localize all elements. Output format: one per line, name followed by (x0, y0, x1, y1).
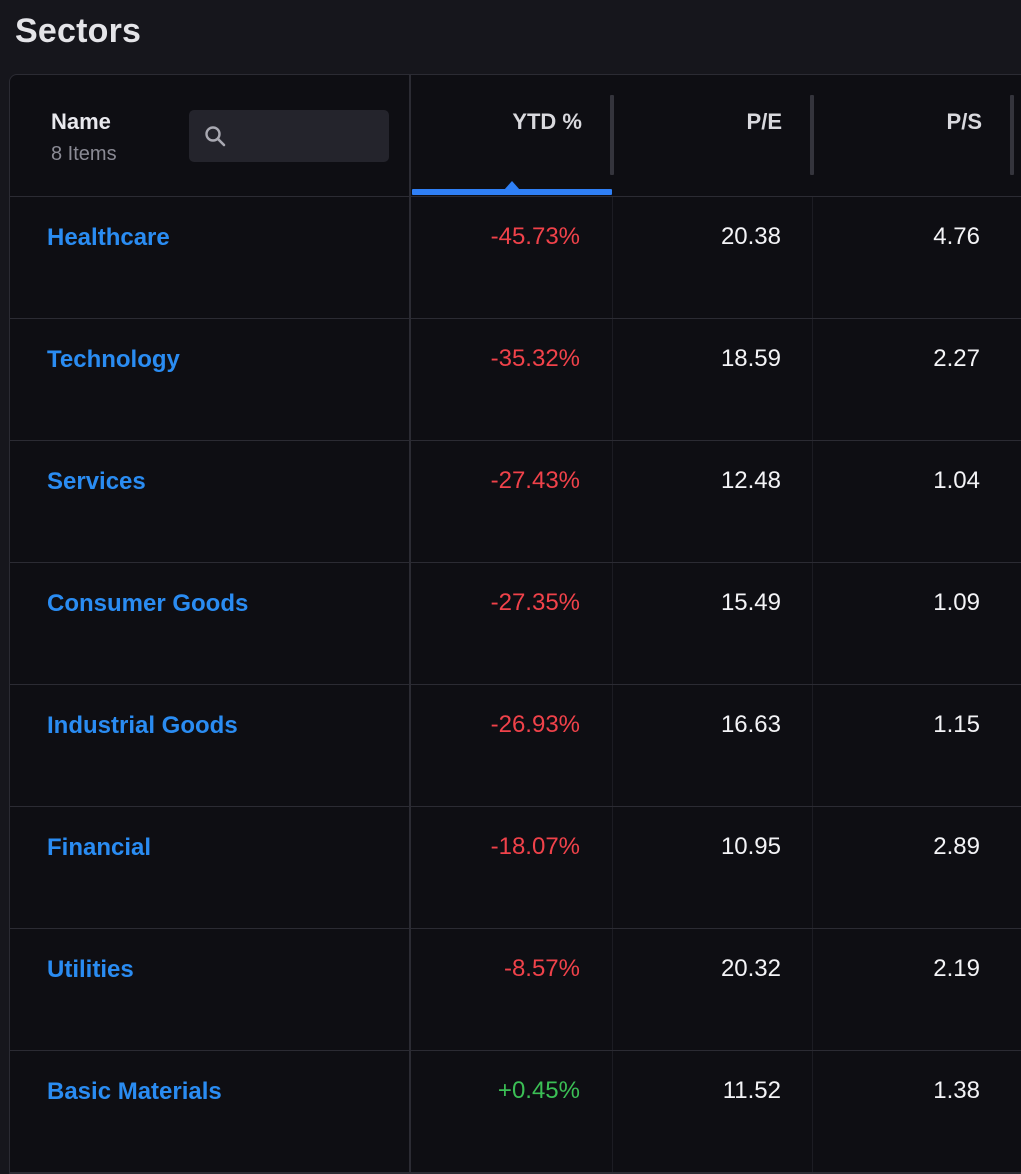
sector-name-link[interactable]: Consumer Goods (47, 590, 249, 617)
sector-name-link[interactable]: Utilities (47, 956, 134, 983)
name-column-divider (409, 75, 411, 1173)
sort-ascending-caret-icon (504, 181, 520, 190)
ytd-column-header[interactable]: YTD % (412, 75, 612, 197)
table-row[interactable]: Services -27.43% 12.48 1.04 (10, 441, 1021, 563)
ps-ratio-cell: 1.15 (933, 711, 980, 738)
ytd-column-resize-handle[interactable] (610, 95, 614, 175)
item-count: 8 Items (51, 143, 117, 165)
sector-name-link[interactable]: Basic Materials (47, 1078, 222, 1105)
ps-column-header[interactable]: P/S (812, 75, 1012, 197)
sector-name-link[interactable]: Healthcare (47, 224, 170, 251)
pe-ratio-cell: 20.32 (720, 955, 781, 982)
pe-ratio-cell: 10.95 (720, 833, 781, 860)
sectors-table: Name 8 Items YTD % P/E P/S Healthcare -45… (9, 74, 1021, 1174)
ytd-percent-cell: +0.45% (497, 1077, 580, 1104)
search-input[interactable] (189, 110, 389, 162)
column-divider (812, 197, 813, 1173)
pe-ratio-cell: 11.52 (722, 1077, 781, 1104)
sector-name-link[interactable]: Services (47, 468, 146, 495)
pe-ratio-cell: 15.49 (720, 589, 781, 616)
ytd-percent-cell: -27.43% (490, 467, 580, 494)
sector-name-link[interactable]: Financial (47, 834, 152, 861)
ps-ratio-cell: 2.19 (933, 955, 980, 982)
sector-name-link[interactable]: Industrial Goods (47, 712, 238, 739)
name-column-header: Name 8 Items (10, 75, 410, 197)
table-row[interactable]: Basic Materials +0.45% 11.52 1.38 (10, 1051, 1021, 1173)
search-icon (205, 126, 226, 147)
ytd-percent-cell: -8.57% (503, 955, 580, 982)
ytd-percent-cell: -26.93% (490, 711, 580, 738)
ps-column-label: P/S (946, 109, 982, 134)
table-row[interactable]: Healthcare -45.73% 20.38 4.76 (10, 197, 1021, 319)
table-row[interactable]: Utilities -8.57% 20.32 2.19 (10, 929, 1021, 1051)
ytd-percent-cell: -18.07% (490, 833, 580, 860)
pe-column-header[interactable]: P/E (612, 75, 812, 197)
pe-column-resize-handle[interactable] (810, 95, 814, 175)
sector-name-link[interactable]: Technology (47, 346, 180, 373)
pe-ratio-cell: 16.63 (720, 711, 781, 738)
ps-ratio-cell: 1.38 (933, 1077, 980, 1104)
ytd-column-label: YTD % (512, 109, 582, 134)
sort-indicator-bar (412, 189, 612, 195)
table-header: Name 8 Items YTD % P/E P/S (10, 75, 1021, 197)
ps-ratio-cell: 2.89 (933, 833, 980, 860)
name-column-label[interactable]: Name (51, 109, 111, 134)
ps-ratio-cell: 4.76 (933, 223, 980, 250)
table-row[interactable]: Financial -18.07% 10.95 2.89 (10, 807, 1021, 929)
pe-ratio-cell: 18.59 (720, 345, 781, 372)
table-row[interactable]: Consumer Goods -27.35% 15.49 1.09 (10, 563, 1021, 685)
ps-ratio-cell: 2.27 (933, 345, 980, 372)
page-title: Sectors (15, 12, 142, 50)
ytd-percent-cell: -35.32% (490, 345, 580, 372)
column-divider (612, 197, 613, 1173)
table-row[interactable]: Technology -35.32% 18.59 2.27 (10, 319, 1021, 441)
ytd-percent-cell: -45.73% (490, 223, 580, 250)
table-row[interactable]: Industrial Goods -26.93% 16.63 1.15 (10, 685, 1021, 807)
ytd-percent-cell: -27.35% (490, 589, 580, 616)
ps-ratio-cell: 1.04 (933, 467, 980, 494)
ps-ratio-cell: 1.09 (933, 589, 980, 616)
pe-ratio-cell: 12.48 (720, 467, 781, 494)
pe-column-label: P/E (746, 109, 782, 134)
pe-ratio-cell: 20.38 (720, 223, 781, 250)
ps-column-resize-handle[interactable] (1010, 95, 1014, 175)
